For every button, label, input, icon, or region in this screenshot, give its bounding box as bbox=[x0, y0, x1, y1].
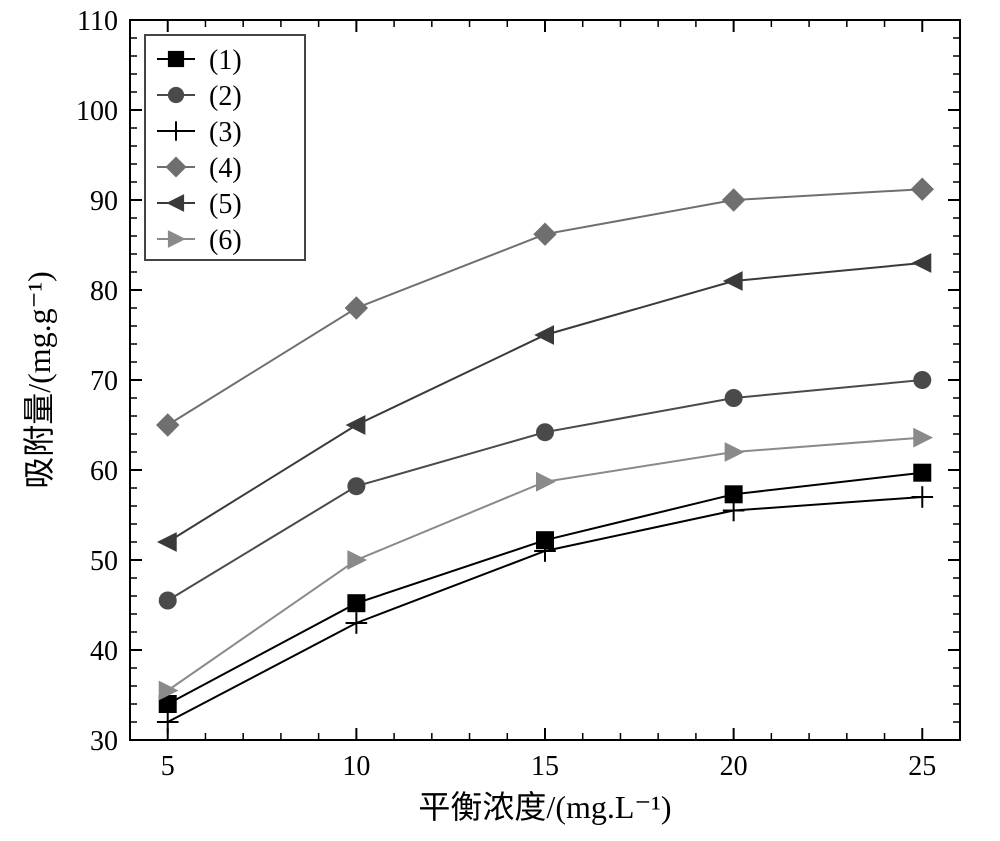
legend-item-s1: (1) bbox=[157, 45, 242, 76]
marker-triangle-left-icon bbox=[534, 325, 554, 345]
legend-label: (2) bbox=[209, 81, 242, 112]
chart-container: 5 10 15 20 25 30 40 50 60 70 80 90 100 110 平衡浓度/(mg.L⁻… bbox=[0, 0, 1000, 841]
marker-diamond-icon bbox=[533, 223, 556, 246]
x-tick-label: 10 bbox=[342, 751, 370, 782]
marker-circle-icon bbox=[725, 389, 743, 407]
legend-item-s3: (3) bbox=[157, 117, 242, 148]
legend-item-s4: (4) bbox=[157, 153, 242, 184]
marker-triangle-right-icon bbox=[913, 428, 933, 448]
y-tick-label: 110 bbox=[77, 6, 118, 37]
x-tick-label: 15 bbox=[531, 751, 559, 782]
marker-diamond-icon bbox=[911, 178, 934, 201]
marker-diamond-icon bbox=[345, 296, 368, 319]
legend-label: (4) bbox=[209, 153, 242, 184]
legend-label: (5) bbox=[209, 189, 242, 220]
marker-triangle-right-icon bbox=[168, 230, 186, 248]
marker-circle-icon bbox=[913, 371, 931, 389]
marker-triangle-left-icon bbox=[911, 253, 931, 273]
y-tick-label: 90 bbox=[90, 186, 118, 217]
marker-square-icon bbox=[168, 51, 184, 67]
series-line-s1 bbox=[168, 473, 923, 704]
series-s3 bbox=[157, 486, 933, 733]
series-line-s5 bbox=[168, 263, 923, 542]
series-s5 bbox=[157, 253, 931, 552]
series-line-s3 bbox=[168, 497, 923, 722]
marker-circle-icon bbox=[168, 87, 184, 103]
y-tick-label: 40 bbox=[90, 636, 118, 667]
series-line-s2 bbox=[168, 380, 923, 601]
y-tick-label: 80 bbox=[90, 276, 118, 307]
marker-circle-icon bbox=[159, 592, 177, 610]
y-tick-label: 70 bbox=[90, 366, 118, 397]
legend-item-s6: (6) bbox=[157, 225, 242, 256]
x-tick-label: 20 bbox=[720, 751, 748, 782]
y-tick-label: 50 bbox=[90, 546, 118, 577]
marker-triangle-left-icon bbox=[346, 415, 366, 435]
x-tick-label: 5 bbox=[161, 751, 175, 782]
marker-diamond-icon bbox=[156, 413, 179, 436]
marker-diamond-icon bbox=[165, 156, 186, 177]
y-axis-label: 吸附量/(mg.g⁻¹) bbox=[21, 271, 57, 489]
chart-svg: 5 10 15 20 25 30 40 50 60 70 80 90 100 110 平衡浓度/(mg.L⁻… bbox=[0, 0, 1000, 841]
legend-label: (3) bbox=[209, 117, 242, 148]
legend-label: (1) bbox=[209, 45, 242, 76]
marker-triangle-right-icon bbox=[347, 550, 367, 570]
x-tick-label: 25 bbox=[908, 751, 936, 782]
series-s1 bbox=[159, 464, 932, 713]
marker-square-icon bbox=[347, 594, 365, 612]
series-s4 bbox=[156, 178, 934, 437]
y-tick-label: 60 bbox=[90, 456, 118, 487]
marker-triangle-left-icon bbox=[157, 532, 177, 552]
series-s2 bbox=[159, 371, 932, 610]
series-line-s6 bbox=[168, 438, 923, 691]
marker-circle-icon bbox=[347, 477, 365, 495]
y-tick-label: 30 bbox=[90, 726, 118, 757]
marker-diamond-icon bbox=[722, 188, 745, 211]
legend-item-s5: (5) bbox=[157, 189, 242, 220]
plot-frame bbox=[130, 20, 960, 740]
marker-triangle-left-icon bbox=[166, 194, 184, 212]
marker-square-icon bbox=[913, 464, 931, 482]
series-s6 bbox=[159, 428, 933, 701]
marker-circle-icon bbox=[536, 423, 554, 441]
legend-item-s2: (2) bbox=[157, 81, 242, 112]
y-tick-label: 100 bbox=[76, 96, 118, 127]
marker-triangle-left-icon bbox=[723, 271, 743, 291]
x-axis-label: 平衡浓度/(mg.L⁻¹) bbox=[418, 789, 671, 825]
marker-triangle-right-icon bbox=[725, 442, 745, 462]
legend-label: (6) bbox=[209, 225, 242, 256]
marker-triangle-right-icon bbox=[536, 472, 556, 492]
